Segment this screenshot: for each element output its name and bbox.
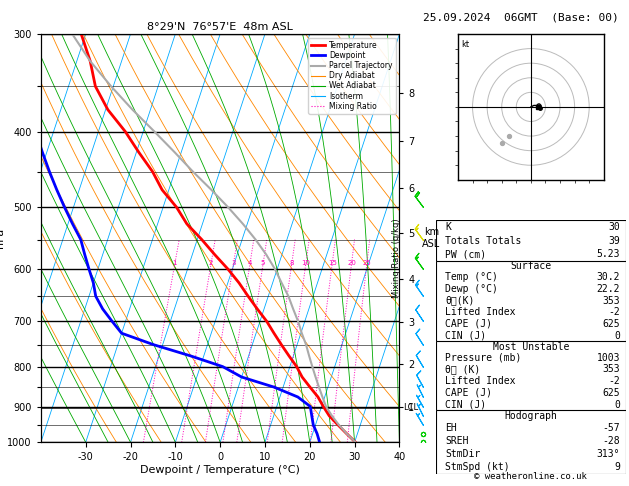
Legend: Temperature, Dewpoint, Parcel Trajectory, Dry Adiabat, Wet Adiabat, Isotherm, Mi: Temperature, Dewpoint, Parcel Trajectory…	[308, 38, 396, 114]
X-axis label: Dewpoint / Temperature (°C): Dewpoint / Temperature (°C)	[140, 465, 300, 475]
Text: StmDir: StmDir	[445, 450, 481, 459]
Text: CIN (J): CIN (J)	[445, 399, 486, 410]
Text: -28: -28	[603, 436, 620, 446]
Text: 625: 625	[603, 388, 620, 398]
Text: LCL: LCL	[404, 403, 419, 412]
Text: 39: 39	[608, 236, 620, 245]
Text: CAPE (J): CAPE (J)	[445, 319, 493, 329]
Text: K: K	[445, 222, 451, 232]
Text: © weatheronline.co.uk: © weatheronline.co.uk	[474, 472, 587, 481]
Text: 2: 2	[209, 260, 213, 266]
Text: 313°: 313°	[597, 450, 620, 459]
Text: Temp (°C): Temp (°C)	[445, 272, 498, 282]
Text: StmSpd (kt): StmSpd (kt)	[445, 462, 510, 472]
Text: 25: 25	[362, 260, 371, 266]
Text: Dewp (°C): Dewp (°C)	[445, 284, 498, 294]
Text: -2: -2	[608, 376, 620, 386]
Text: Totals Totals: Totals Totals	[445, 236, 522, 245]
Text: Lifted Index: Lifted Index	[445, 376, 516, 386]
Text: Lifted Index: Lifted Index	[445, 307, 516, 317]
Text: 8: 8	[289, 260, 294, 266]
Text: -2: -2	[608, 307, 620, 317]
Text: 353: 353	[603, 295, 620, 306]
Text: 30: 30	[608, 222, 620, 232]
Text: 10: 10	[301, 260, 310, 266]
Point	[504, 132, 514, 140]
Text: Surface: Surface	[510, 261, 552, 271]
Text: 1003: 1003	[597, 353, 620, 363]
Title: 8°29'N  76°57'E  48m ASL: 8°29'N 76°57'E 48m ASL	[147, 22, 293, 32]
Text: -57: -57	[603, 423, 620, 434]
Text: 625: 625	[603, 319, 620, 329]
Text: Most Unstable: Most Unstable	[493, 342, 569, 351]
Text: 1: 1	[172, 260, 177, 266]
Text: 0: 0	[615, 399, 620, 410]
Text: SREH: SREH	[445, 436, 469, 446]
Point	[497, 139, 507, 147]
Text: 30.2: 30.2	[597, 272, 620, 282]
Text: Mixing Ratio (g/kg): Mixing Ratio (g/kg)	[392, 219, 401, 298]
Y-axis label: km
ASL: km ASL	[422, 227, 440, 249]
Text: θᴇ(K): θᴇ(K)	[445, 295, 475, 306]
Text: 353: 353	[603, 364, 620, 374]
Text: kt: kt	[461, 40, 469, 49]
Text: 15: 15	[328, 260, 337, 266]
Y-axis label: hPa: hPa	[0, 228, 4, 248]
Text: 20: 20	[347, 260, 356, 266]
Text: 0: 0	[615, 330, 620, 341]
Text: 22.2: 22.2	[597, 284, 620, 294]
Text: EH: EH	[445, 423, 457, 434]
Text: CIN (J): CIN (J)	[445, 330, 486, 341]
Text: 25.09.2024  06GMT  (Base: 00): 25.09.2024 06GMT (Base: 00)	[423, 12, 618, 22]
Text: 3: 3	[231, 260, 236, 266]
Text: 5: 5	[261, 260, 265, 266]
Text: 5.23: 5.23	[597, 249, 620, 259]
Text: PW (cm): PW (cm)	[445, 249, 486, 259]
Text: Pressure (mb): Pressure (mb)	[445, 353, 522, 363]
Text: 9: 9	[615, 462, 620, 472]
Text: Hodograph: Hodograph	[504, 411, 557, 421]
Text: CAPE (J): CAPE (J)	[445, 388, 493, 398]
Text: 4: 4	[248, 260, 252, 266]
Text: θᴇ (K): θᴇ (K)	[445, 364, 481, 374]
